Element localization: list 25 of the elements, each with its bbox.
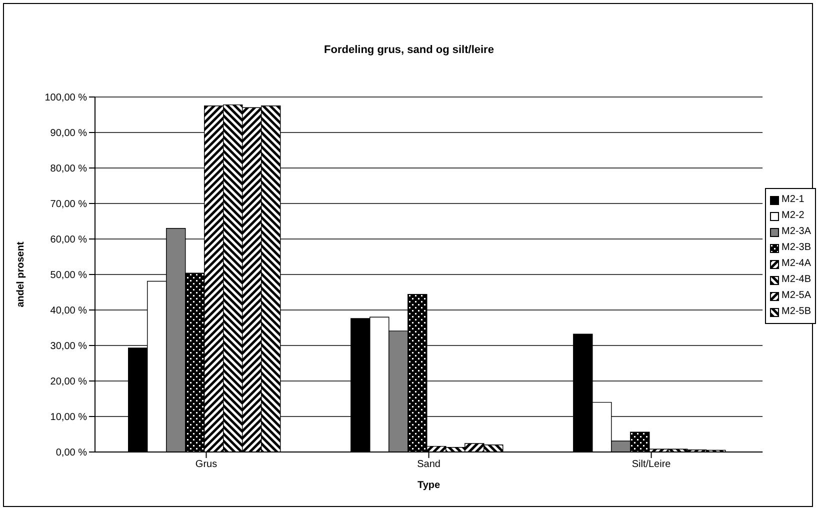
y-tick-label: 80,00 % — [50, 164, 88, 175]
y-tick-label: 50,00 % — [50, 270, 88, 282]
y-tick-label: 70,00 % — [50, 199, 88, 210]
y-tick-label: 40,00 % — [50, 306, 88, 317]
legend-label: M2-4B — [782, 273, 811, 287]
y-tick-label: 100,00 % — [44, 92, 88, 104]
legend-label: M2-3A — [782, 225, 811, 239]
x-tick-label: Grus — [195, 459, 218, 470]
legend-label: M2-4A — [782, 257, 811, 271]
y-tick-label: 20,00 % — [50, 376, 88, 388]
x-tick-label: Sand — [417, 459, 440, 470]
x-tick-label: Silt/Leire — [632, 459, 672, 470]
legend-label: M2-2 — [782, 209, 804, 223]
chart-title: Fordeling grus, sand og silt/leire — [323, 44, 495, 56]
legend-label: M2-5A — [782, 289, 811, 303]
y-tick-label: 90,00 % — [50, 128, 88, 140]
x-axis-title: Type — [417, 480, 441, 491]
y-axis-title: andel prosent — [16, 241, 27, 308]
y-tick-label: 30,00 % — [50, 341, 88, 352]
y-tick-label: 10,00 % — [50, 412, 88, 424]
y-tick-label: 0,00 % — [56, 448, 88, 459]
legend-label: M2-1 — [782, 193, 804, 207]
y-tick-label: 60,00 % — [50, 234, 88, 246]
legend-label: M2-3B — [782, 241, 811, 255]
legend-label: M2-5B — [782, 305, 811, 319]
